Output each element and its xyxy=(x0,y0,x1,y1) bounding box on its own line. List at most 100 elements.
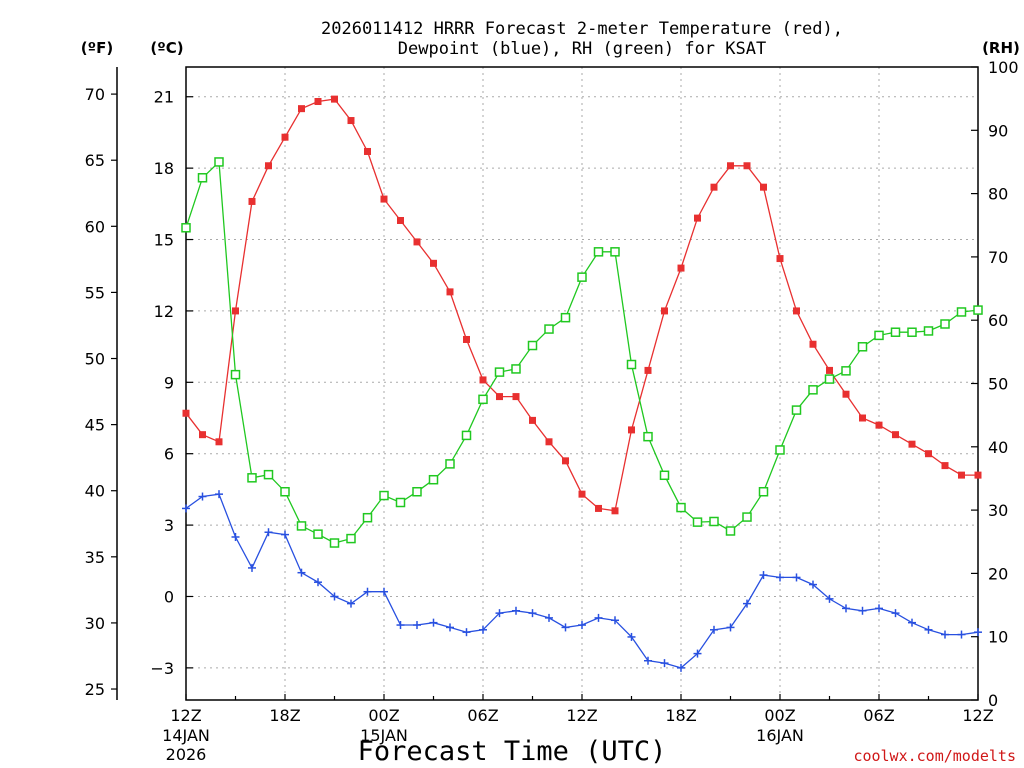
rh-tick-label: 60 xyxy=(988,311,1008,330)
rh-point xyxy=(643,431,653,442)
rh-point xyxy=(791,405,802,415)
dewpoint-point xyxy=(792,573,801,582)
rh-point xyxy=(544,324,554,334)
temperature-point xyxy=(974,471,982,479)
x-tick-label: 18Z xyxy=(665,706,696,725)
plot-frame xyxy=(185,66,979,701)
rh-tick-label: 40 xyxy=(988,438,1008,457)
credit-label: coolwx.com/modelts xyxy=(853,747,1016,765)
rh-point xyxy=(709,516,719,527)
temperature-point xyxy=(892,431,899,439)
rh-tick-label: 10 xyxy=(988,628,1008,647)
dewpoint-point xyxy=(248,563,256,572)
series-layer xyxy=(181,95,983,672)
temperature-point xyxy=(875,421,883,429)
dewpoint-point xyxy=(924,625,933,634)
temperature-point xyxy=(182,409,190,417)
dewpoint-point xyxy=(215,490,223,499)
dewpoint-point xyxy=(231,532,240,541)
dewpoint-point xyxy=(413,621,421,630)
dewpoint-point xyxy=(875,604,883,613)
rh-point xyxy=(890,327,901,337)
rh-tick-label: 80 xyxy=(988,185,1008,204)
temperature-point xyxy=(842,390,850,398)
dewpoint-point xyxy=(512,606,520,615)
dewpoint-point xyxy=(908,618,916,627)
temperature-point xyxy=(314,98,322,106)
dewpoint-point xyxy=(726,623,735,632)
temperature-point xyxy=(199,431,206,439)
temperature-point xyxy=(298,105,305,113)
dewpoint-point xyxy=(330,592,339,601)
rh-point xyxy=(775,445,785,455)
rh-point xyxy=(197,173,208,183)
temperature-point xyxy=(232,307,239,315)
temperature-point xyxy=(958,471,965,479)
temperature-point xyxy=(793,307,800,315)
dewpoint-point xyxy=(462,628,471,637)
dewpoint-point xyxy=(974,628,982,637)
dewpoint-point xyxy=(693,649,702,658)
rh-point xyxy=(428,474,439,485)
dewpoint-point xyxy=(825,594,834,603)
dewpoint-point xyxy=(495,609,504,618)
rh-point xyxy=(445,459,455,469)
dewpoint-point xyxy=(941,630,949,639)
rh-point xyxy=(659,470,670,481)
dewpoint-point xyxy=(743,599,751,608)
temperature-point xyxy=(479,376,487,384)
rh-point xyxy=(511,364,521,374)
celsius-tick-label: 6 xyxy=(164,445,174,464)
temperature-point xyxy=(265,162,272,170)
temperature-point xyxy=(413,238,421,246)
rh-point xyxy=(346,533,356,544)
rh-point xyxy=(610,247,620,257)
fahrenheit-tick-label: 50 xyxy=(85,350,105,369)
x-tick-label: 18Z xyxy=(269,706,300,725)
rh-point xyxy=(973,305,983,315)
temperature-point xyxy=(760,183,767,191)
fahrenheit-tick-label: 40 xyxy=(85,482,105,501)
dewpoint-point xyxy=(429,618,438,627)
dewpoint-point xyxy=(957,630,966,639)
rh-unit-label: (RH) xyxy=(982,39,1020,57)
rh-point xyxy=(692,517,703,527)
dewpoint-point xyxy=(198,492,207,501)
temperature-point xyxy=(727,162,734,170)
dewpoint-point xyxy=(611,616,619,625)
rh-point xyxy=(230,369,241,380)
series-line-2 xyxy=(185,160,979,544)
rh-point xyxy=(296,521,307,531)
series-line-0 xyxy=(185,98,978,512)
temperature-point xyxy=(496,393,503,401)
x-tick-label: 06Z xyxy=(467,706,498,725)
rh-tick-label: 0 xyxy=(988,691,998,710)
rh-point xyxy=(577,272,587,282)
rh-point xyxy=(263,469,274,480)
rh-point xyxy=(676,502,686,513)
rh-point xyxy=(412,486,422,497)
celsius-tick-label: 3 xyxy=(164,516,174,535)
dewpoint-point xyxy=(677,663,685,672)
temperature-point xyxy=(215,438,223,446)
temperature-point xyxy=(710,183,718,191)
dewpoint-point xyxy=(347,599,355,608)
rh-tick-label: 30 xyxy=(988,501,1008,520)
celsius-tick-label: 21 xyxy=(154,88,174,107)
rh-point xyxy=(329,538,340,548)
temperature-point xyxy=(611,507,619,515)
temperature-point xyxy=(331,95,338,103)
rh-point xyxy=(874,330,884,341)
celsius-tick-label: 0 xyxy=(164,587,174,606)
fahrenheit-tick-label: 65 xyxy=(85,151,105,170)
dewpoint-point xyxy=(660,659,669,668)
fahrenheit-tick-label: 55 xyxy=(85,283,105,302)
dewpoint-point xyxy=(182,504,190,513)
dewpoint-point xyxy=(561,623,570,632)
temperature-point xyxy=(529,416,536,424)
temperature-point xyxy=(661,307,668,315)
dewpoint-point xyxy=(759,571,768,580)
dewpoint-point xyxy=(264,528,273,537)
temperature-point xyxy=(248,197,256,205)
